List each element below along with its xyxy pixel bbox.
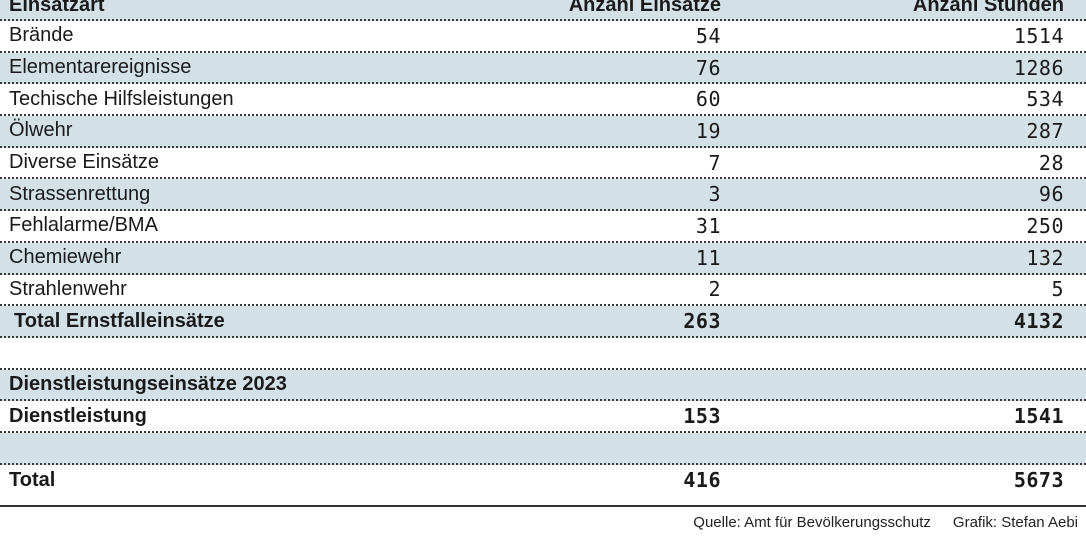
row-label: Techische Hilfsleistungen (9, 87, 234, 110)
footer: Quelle: Amt für Bevölkerungsschutz Grafi… (693, 514, 1078, 531)
dienst-label: Dienstleistung (9, 404, 147, 427)
header-einsatzart: Einsatzart (9, 0, 105, 16)
row-einsaetze: 11 (695, 245, 721, 270)
statistics-table: Einsatzart Anzahl Einsätze Anzahl Stunde… (0, 0, 1086, 497)
row-einsaetze: 7 (708, 150, 721, 175)
row-label: Fehlalarme/BMA (9, 214, 158, 237)
row-einsaetze: 54 (695, 23, 721, 48)
table-row: Brände 54 1514 (0, 21, 1086, 53)
dienst-heading-row: Dienstleistungseinsätze 2023 (0, 369, 1086, 402)
row-stunden: 132 (1026, 245, 1064, 270)
row-label: Ölwehr (9, 119, 73, 142)
row-label: Strahlenwehr (9, 277, 127, 300)
grand-total-label: Total (9, 468, 56, 491)
source-credit: Quelle: Amt für Bevölkerungsschutz (693, 514, 931, 531)
row-einsaetze: 19 (695, 118, 721, 143)
row-einsaetze: 31 (695, 213, 721, 238)
row-stunden: 250 (1026, 213, 1064, 238)
row-einsaetze: 60 (695, 87, 721, 112)
row-stunden: 1286 (1013, 55, 1064, 80)
row-label: Strassenrettung (9, 182, 151, 205)
table-row: Diverse Einsätze 7 28 (0, 147, 1086, 180)
row-stunden: 1514 (1013, 23, 1064, 48)
graphic-credit: Grafik: Stefan Aebi (952, 514, 1078, 531)
total-ernstfall-einsaetze: 263 (683, 309, 721, 334)
row-stunden: 287 (1026, 118, 1064, 143)
table-row: Fehlalarme/BMA 31 250 (0, 211, 1086, 243)
table-row: Elementarereignisse 76 1286 (0, 52, 1086, 85)
row-label: Diverse Einsätze (9, 151, 160, 174)
row-einsaetze: 76 (695, 55, 721, 80)
table-row: Ölwehr 19 287 (0, 116, 1086, 148)
row-label: Elementarereignisse (9, 56, 192, 79)
total-ernstfall-label: Total Ernstfalleinsätze (14, 309, 225, 332)
header-anzahl-stunden: Anzahl Stunden (912, 0, 1064, 16)
dienst-einsaetze: 153 (683, 404, 721, 429)
header-anzahl-einsaetze: Anzahl Einsätze (568, 0, 721, 16)
row-einsaetze: 2 (708, 277, 721, 302)
grand-total-stunden: 5673 (1013, 468, 1064, 493)
table-header-row: Einsatzart Anzahl Einsätze Anzahl Stunde… (0, 0, 1086, 21)
row-label: Chemiewehr (9, 246, 122, 269)
grand-total-einsaetze: 416 (683, 468, 721, 493)
table-row: Strassenrettung 3 96 (0, 179, 1086, 212)
table-row: Chemiewehr 11 132 (0, 242, 1086, 275)
row-stunden: 534 (1026, 87, 1064, 112)
spacer-row (0, 432, 1086, 465)
bottom-rule (0, 505, 1086, 507)
spacer-row (0, 337, 1086, 370)
table-row: Techische Hilfsleistungen 60 534 (0, 84, 1086, 117)
total-ernstfall-row: Total Ernstfalleinsätze 263 4132 (0, 306, 1086, 338)
row-label: Brände (9, 24, 74, 47)
row-stunden: 96 (1038, 182, 1064, 207)
row-stunden: 28 (1038, 150, 1064, 175)
grand-total-row: Total 416 5673 (0, 464, 1086, 497)
dienst-row: Dienstleistung 153 1541 (0, 401, 1086, 433)
row-stunden: 5 (1051, 277, 1064, 302)
dienst-stunden: 1541 (1013, 404, 1064, 429)
dienst-heading: Dienstleistungseinsätze 2023 (9, 372, 287, 395)
total-ernstfall-stunden: 4132 (1013, 309, 1064, 334)
table-row: Strahlenwehr 2 5 (0, 274, 1086, 307)
row-einsaetze: 3 (708, 182, 721, 207)
